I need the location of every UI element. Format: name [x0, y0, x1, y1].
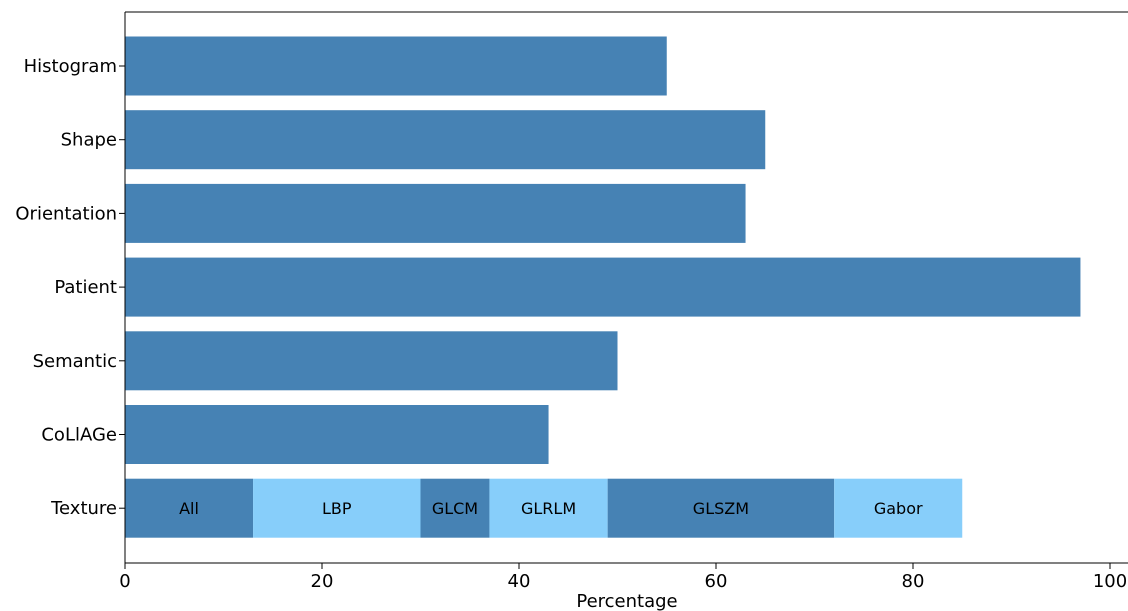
segment-label-glcm: GLCM [432, 499, 478, 518]
y-tick-label-texture: Texture [50, 498, 117, 519]
bar-segment-glszm [607, 478, 835, 538]
segment-label-all: All [179, 499, 199, 518]
y-tick-label-shape: Shape [61, 130, 117, 151]
x-axis-title: Percentage [576, 591, 677, 611]
segment-label-glrlm: GLRLM [521, 499, 576, 518]
bar-patient [125, 257, 1081, 317]
y-ticks-layer: Histogram Shape Orientation Patient Semantic… [15, 56, 125, 519]
y-tick-label-histogram: Histogram [24, 56, 117, 77]
x-tick-label-0: 0 [119, 571, 130, 592]
bar-segment-glcm [420, 478, 490, 538]
y-tick-label-semantic: Semantic [33, 351, 117, 372]
bar-segment-gabor [834, 478, 963, 538]
segment-label-lbp: LBP [322, 499, 352, 518]
bar-histogram [125, 36, 667, 96]
bar-orientation [125, 183, 746, 243]
x-tick-label-40: 40 [508, 571, 531, 592]
bars-layer [125, 36, 1081, 538]
y-tick-label-patient: Patient [54, 277, 117, 298]
bar-semantic [125, 331, 618, 391]
bar-shape [125, 110, 766, 170]
x-tick-label-20: 20 [311, 571, 334, 592]
segment-label-gabor: Gabor [874, 499, 923, 518]
y-tick-label-orientation: Orientation [15, 203, 117, 224]
segment-labels-layer: All LBP GLCM GLRLM GLSZM Gabor [179, 499, 923, 518]
y-tick-label-collage: CoLlAGe [41, 425, 117, 446]
segment-label-glszm: GLSZM [693, 499, 749, 518]
x-ticks-layer: 0 20 40 60 80 100 [119, 563, 1127, 592]
x-tick-label-60: 60 [705, 571, 728, 592]
bar-segment-glrlm [489, 478, 608, 538]
bar-collage [125, 405, 549, 464]
bar-segment-all [125, 478, 254, 538]
x-tick-label-100: 100 [1093, 571, 1127, 592]
bar-segment-lbp [253, 478, 421, 538]
x-tick-label-80: 80 [902, 571, 925, 592]
